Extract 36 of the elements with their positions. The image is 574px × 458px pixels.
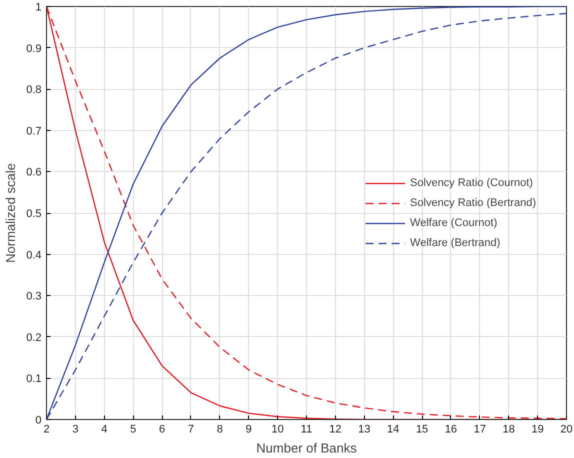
x-tick-label: 5 [130,424,136,436]
x-tick-label: 14 [387,424,400,436]
y-tick-label: 0.1 [26,373,42,386]
y-tick-label: 0.6 [26,166,42,179]
x-tick-label: 10 [271,424,284,436]
x-tick-label: 8 [216,424,223,436]
legend-label: Welfare (Cournot) [410,216,498,228]
legend-label: Solvency Ratio (Bertrand) [410,196,536,208]
x-tick-label: 12 [329,424,342,436]
x-tick-label: 17 [474,424,486,436]
x-tick-label: 11 [300,424,312,436]
y-tick-label: 0.7 [26,125,42,138]
x-tick-label: 9 [246,424,252,436]
y-tick-label: 0.9 [26,42,42,55]
x-tick-label: 18 [502,424,515,436]
x-axis-title: Number of Banks [256,440,358,456]
y-tick-label: 0.4 [26,249,42,262]
legend-label: Solvency Ratio (Cournot) [410,176,533,188]
legend-label: Welfare (Bertrand) [410,236,500,248]
x-tick-label: 16 [444,424,458,436]
x-tick-label: 2 [43,424,50,436]
y-tick-label: 0.5 [26,208,42,220]
x-tick-label: 7 [188,424,194,436]
y-axis-title: Normalized scale [3,163,18,263]
x-tick-label: 3 [72,424,78,436]
x-tick-label: 20 [560,424,573,436]
y-tick-label: 0.2 [26,332,42,344]
x-tick-label: 15 [416,424,428,436]
y-tick-label: 1 [35,2,42,14]
x-tick-label: 13 [358,424,370,436]
x-tick-label: 6 [158,424,166,436]
y-tick-label: 0 [35,414,42,426]
x-tick-label: 19 [531,424,544,436]
y-tick-label: 0.3 [26,290,42,303]
x-tick-label: 4 [101,424,108,436]
y-tick-label: 0.8 [26,84,42,96]
